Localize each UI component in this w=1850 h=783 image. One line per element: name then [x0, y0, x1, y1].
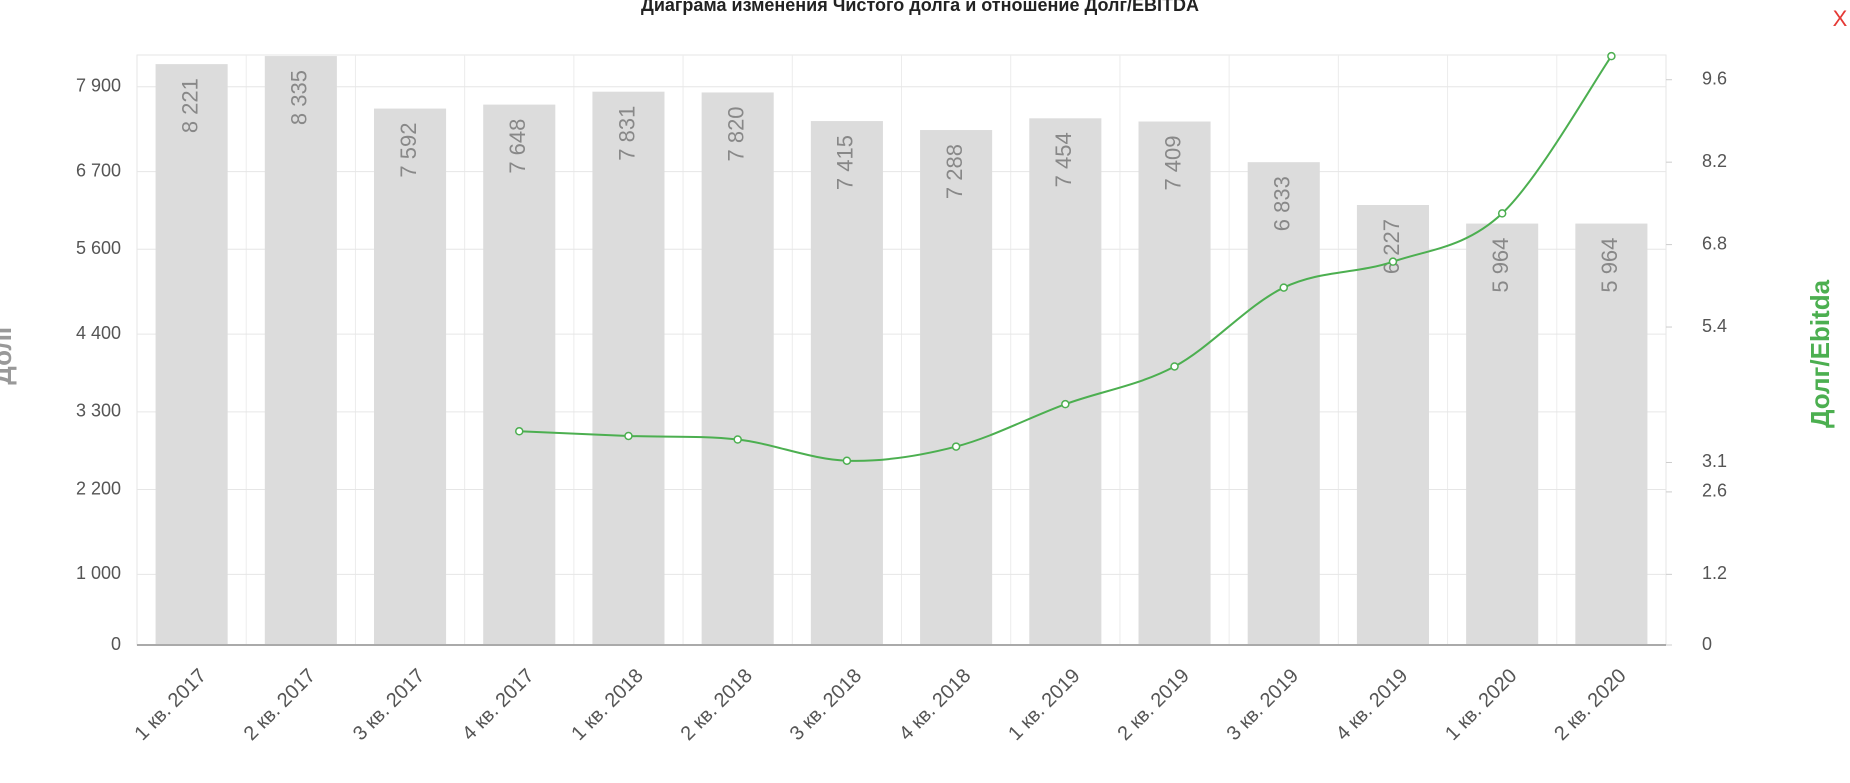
y2-tick-label: 6.8	[1702, 233, 1727, 253]
bar	[1138, 121, 1211, 646]
bar	[483, 104, 556, 645]
y-tick-label: 5 600	[76, 238, 121, 258]
y-tick-label: 0	[111, 634, 121, 654]
bar	[920, 130, 993, 645]
x-tick-label: 4 кв. 2017	[458, 665, 538, 745]
bar-value-label: 6 833	[1270, 176, 1295, 231]
line-point	[1279, 283, 1288, 292]
y-tick-label: 6 700	[76, 160, 121, 180]
x-tick-label: 1 кв. 2020	[1441, 665, 1521, 745]
bar	[701, 92, 774, 646]
y2-tick-label: 9.6	[1702, 68, 1727, 88]
y-tick-label: 7 900	[76, 76, 121, 96]
bar	[155, 64, 228, 645]
line-point	[1061, 399, 1070, 409]
bar-value-label: 7 592	[396, 123, 421, 178]
bar-value-label: 7 288	[942, 144, 967, 199]
y2-tick-label: 2.6	[1702, 481, 1727, 501]
bar-value-label: 7 831	[614, 106, 639, 161]
bar-value-label: 7 820	[723, 106, 748, 161]
line-point	[1388, 257, 1398, 266]
bar	[1466, 223, 1539, 645]
y-tick-label: 4 400	[76, 323, 121, 343]
bar	[810, 121, 883, 646]
bar-value-label: 8 335	[287, 70, 312, 125]
bar	[264, 56, 337, 646]
y2-tick-label: 5.4	[1702, 316, 1727, 336]
bar	[1356, 205, 1430, 646]
y2-tick-label: 8.2	[1702, 151, 1727, 171]
line-point	[1170, 362, 1179, 371]
x-tick-label: 3 кв. 2019	[1223, 665, 1303, 745]
line-point	[733, 435, 742, 444]
x-tick-label: 4 кв. 2018	[895, 665, 975, 745]
line-point	[1607, 51, 1616, 61]
x-tick-label: 2 кв. 2019	[1113, 665, 1193, 745]
x-tick-label: 3 кв. 2017	[349, 665, 429, 745]
x-tick-label: 1 кв. 2018	[567, 665, 647, 745]
bar-value-label: 7 415	[833, 135, 858, 190]
line-point	[1497, 209, 1507, 218]
y-tick-label: 2 200	[76, 478, 121, 498]
x-tick-label: 2 кв. 2018	[677, 665, 757, 745]
line-point	[951, 442, 961, 451]
x-tick-label: 2 кв. 2017	[240, 665, 320, 745]
x-tick-label: 1 кв. 2017	[130, 665, 210, 745]
line-point	[624, 431, 633, 441]
y2-axis-title: Долг/Ebitda	[1805, 279, 1835, 428]
y2-tick-label: 0	[1702, 634, 1712, 654]
bar	[373, 108, 447, 646]
bar-value-label: 7 648	[505, 119, 530, 174]
bar	[1029, 118, 1102, 645]
bar	[1247, 162, 1320, 646]
x-tick-label: 1 кв. 2019	[1004, 665, 1084, 745]
line	[519, 55, 1613, 462]
bar	[1575, 223, 1648, 645]
bar-value-label: 6 227	[1379, 219, 1404, 274]
chart-title: Диаграма изменения Чистого долга и отнош…	[641, 0, 1199, 15]
line-point	[842, 456, 852, 465]
line-point	[515, 427, 524, 436]
y2-tick-label: 3.1	[1702, 451, 1727, 471]
y-axis-title: Долг	[0, 323, 17, 385]
y-tick-label: 3 300	[76, 401, 121, 421]
bar-value-label: 7 409	[1160, 135, 1185, 190]
x-tick-label: 3 кв. 2018	[786, 665, 866, 745]
x-tick-label: 2 кв. 2020	[1550, 665, 1630, 745]
close-button[interactable]: X	[1833, 6, 1848, 31]
bar-value-label: 8 221	[177, 78, 202, 133]
bar-value-label: 5 964	[1597, 238, 1622, 293]
bar	[592, 91, 665, 645]
y-tick-label: 1 000	[76, 563, 121, 583]
y2-tick-label: 1.2	[1702, 563, 1727, 583]
bar-value-label: 5 964	[1488, 238, 1513, 293]
bar-value-label: 7 454	[1051, 132, 1076, 187]
x-tick-label: 4 кв. 2019	[1332, 665, 1412, 745]
